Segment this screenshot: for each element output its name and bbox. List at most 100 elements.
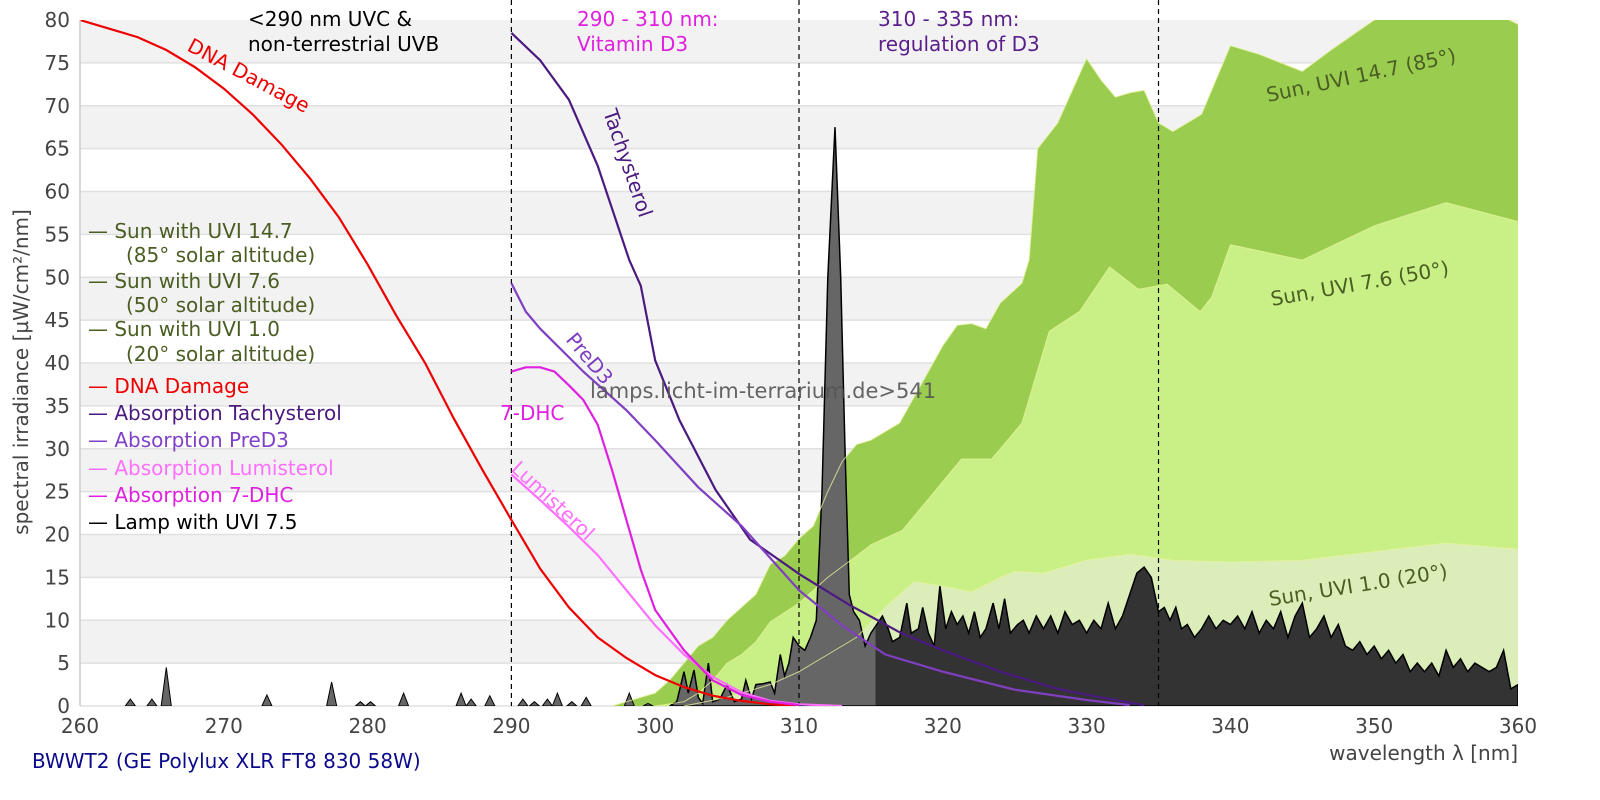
- x-tick-label: 280: [349, 714, 387, 738]
- y-tick-label: 10: [45, 608, 70, 632]
- legend-label: DNA Damage: [114, 374, 249, 398]
- lamp-area-uva: [875, 566, 1518, 706]
- x-tick-label: 330: [1068, 714, 1106, 738]
- x-tick-label: 320: [924, 714, 962, 738]
- lamp-spike: [160, 667, 172, 706]
- y-tick-label: 35: [45, 394, 70, 418]
- legend-item-7dhc: — Absorption 7-DHC: [88, 483, 293, 507]
- legend-swatch: —: [88, 510, 114, 534]
- lamp-spectrum: [124, 20, 1518, 706]
- legend-item-tachysterol: — Absorption Tachysterol: [88, 401, 342, 425]
- y-tick-label: 20: [45, 523, 70, 547]
- legend-label: Absorption 7-DHC: [114, 483, 293, 507]
- svg-text:— Sun with UVI 14.7: — Sun with UVI 14.7: [88, 219, 293, 243]
- outline-sun-with-uvi-7-6: [655, 202, 1518, 706]
- y-tick-label: 50: [45, 265, 70, 289]
- annotation-regulation-line1: 310 - 335 nm:: [878, 7, 1020, 31]
- legend-item-sun-85: — Sun with UVI 14.7 (85° solar altitude): [88, 219, 315, 267]
- legend-item-lumisterol: — Absorption Lumisterol: [88, 456, 334, 480]
- legend: — Sun with UVI 14.7 (85° solar altitude)…: [88, 219, 342, 534]
- legend-swatch: —: [88, 374, 114, 398]
- lamp-spike: [566, 701, 578, 706]
- legend-item-lamp: — Lamp with UVI 7.5: [88, 510, 297, 534]
- y-tick-labels: 0 5 10 15 20 25 30 35 40 45 50 55 60 65 70 75 80: [45, 8, 70, 718]
- region-lines: [510, 0, 1160, 706]
- lamp-spike: [354, 701, 367, 706]
- legend-label: Absorption PreD3: [114, 428, 289, 452]
- y-axis-label: spectral irradiance [µW/cm²/nm]: [9, 209, 33, 535]
- annotation-uvc-line2: non-terrestrial UVB: [248, 32, 439, 56]
- annotation-vitd3-line1: 290 - 310 nm:: [577, 7, 719, 31]
- legend-item-pred3: — Absorption PreD3: [88, 428, 289, 452]
- lamp-spike: [580, 696, 592, 706]
- lamp-spike: [146, 698, 158, 706]
- y-tick-label: 60: [45, 180, 70, 204]
- legend-swatch: —: [88, 428, 114, 452]
- lamp-spike: [326, 681, 338, 706]
- lamp-spike: [465, 698, 477, 706]
- line-absorption-tachysterol: [510, 32, 1145, 706]
- legend-swatch: —: [88, 483, 114, 507]
- lamp-spike: [541, 698, 554, 706]
- legend-label: Lamp with UVI 7.5: [114, 510, 297, 534]
- legend-item-sun-50: — Sun with UVI 7.6 (50° solar altitude): [88, 269, 315, 317]
- watermark: lamps.licht-im-terrarium.de>541: [590, 379, 936, 403]
- legend-label: Sun with UVI 14.7: [114, 219, 292, 243]
- legend-label: Sun with UVI 7.6: [114, 269, 280, 293]
- lamp-spike: [261, 693, 273, 706]
- lamp-spike: [397, 691, 410, 706]
- x-tick-label: 340: [1211, 714, 1249, 738]
- x-tick-label: 350: [1355, 714, 1393, 738]
- y-tick-label: 75: [45, 51, 70, 75]
- y-tick-label: 5: [57, 651, 70, 675]
- x-tick-label: 310: [780, 714, 818, 738]
- legend-swatch: —: [88, 401, 114, 425]
- legend-label: Absorption Tachysterol: [114, 401, 341, 425]
- outline-sun-with-uvi-1-0: [683, 542, 1518, 706]
- line-absorption-7-dhc: [511, 366, 800, 706]
- x-axis-label: wavelength λ [nm]: [1329, 741, 1518, 765]
- legend-label: Sun with UVI 1.0: [114, 317, 280, 341]
- line-absorption-pred3: [510, 282, 1130, 706]
- outline-sun-with-uvi-14-7: [611, 20, 1518, 706]
- x-tick-label: 360: [1499, 714, 1537, 738]
- annotation-vitamin-d3: 290 - 310 nm: Vitamin D3: [577, 7, 719, 56]
- svg-text:— Sun with UVI 1.0: — Sun with UVI 1.0: [88, 317, 280, 341]
- lamp-spike: [484, 694, 496, 706]
- svg-text:— Sun with UVI 7.6: — Sun with UVI 7.6: [88, 269, 280, 293]
- lamp-spike: [517, 698, 529, 706]
- annotation-vitd3-line2: Vitamin D3: [577, 32, 688, 56]
- y-tick-label: 0: [57, 694, 70, 718]
- line-dna-damage: [80, 20, 800, 706]
- lamp-area-uvb: [669, 127, 876, 706]
- lamp-spike: [551, 691, 563, 706]
- legend-swatch: —: [88, 219, 114, 243]
- lamp-spike: [528, 701, 541, 706]
- y-tick-label: 25: [45, 480, 70, 504]
- y-tick-label: 45: [45, 308, 70, 332]
- legend-swatch: —: [88, 317, 114, 341]
- x-tick-label: 300: [636, 714, 674, 738]
- annotation-uvc: <290 nm UVC & non-terrestrial UVB: [248, 7, 439, 56]
- y-tick-label: 15: [45, 565, 70, 589]
- x-tick-label: 270: [205, 714, 243, 738]
- legend-item-sun-20: — Sun with UVI 1.0 (20° solar altitude): [88, 317, 315, 366]
- legend-item-dna: — DNA Damage: [88, 374, 249, 398]
- chart-caption: BWWT2 (GE Polylux XLR FT8 830 58W): [32, 749, 421, 773]
- lamp-spike: [455, 691, 467, 706]
- x-tick-label: 260: [61, 714, 99, 738]
- annotation-regulation-line2: regulation of D3: [878, 32, 1040, 56]
- lamp-spike: [364, 701, 377, 706]
- lamp-spike: [124, 698, 137, 706]
- legend-swatch: —: [88, 456, 114, 480]
- y-tick-label: 40: [45, 351, 70, 375]
- lamp-spike: [642, 702, 654, 706]
- legend-sublabel: (20° solar altitude): [126, 342, 315, 366]
- lamp-spike: [623, 691, 635, 706]
- y-tick-label: 70: [45, 94, 70, 118]
- y-tick-label: 55: [45, 222, 70, 246]
- legend-swatch: —: [88, 269, 114, 293]
- x-tick-labels: 260 270 280 290 300 310 320 330 340 350 360: [61, 714, 1537, 738]
- annotation-regulation: 310 - 335 nm: regulation of D3: [878, 7, 1040, 56]
- y-tick-label: 65: [45, 137, 70, 161]
